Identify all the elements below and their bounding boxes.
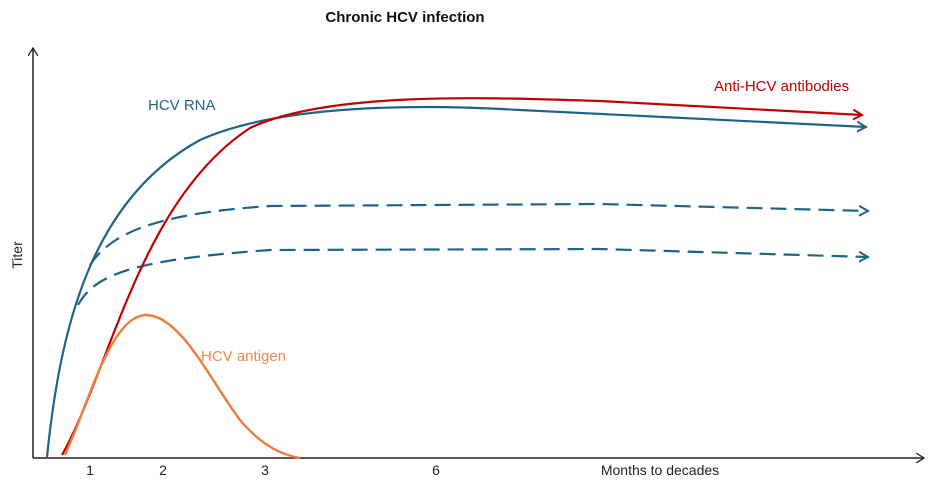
hcv-antigen-curve xyxy=(63,313,301,460)
x-tick-3: 3 xyxy=(261,462,269,478)
hcv-antigen-label: HCV antigen xyxy=(201,348,286,365)
x-axis-label: Months to decades xyxy=(601,462,719,478)
x-tick-1: 1 xyxy=(86,462,94,478)
y-axis-label: Titer xyxy=(9,241,25,269)
hcv-rna-dashed-upper-curve xyxy=(89,202,868,266)
x-tick-6: 6 xyxy=(432,462,440,478)
x-tick-2: 2 xyxy=(159,462,167,478)
anti-hcv-label: Anti-HCV antibodies xyxy=(714,78,849,95)
hcv-rna-label: HCV RNA xyxy=(148,97,216,114)
hcv-rna-curve xyxy=(45,105,866,458)
hcv-rna-dashed-lower-curve xyxy=(77,247,868,306)
diagram-title: Chronic HCV infection xyxy=(325,9,484,26)
